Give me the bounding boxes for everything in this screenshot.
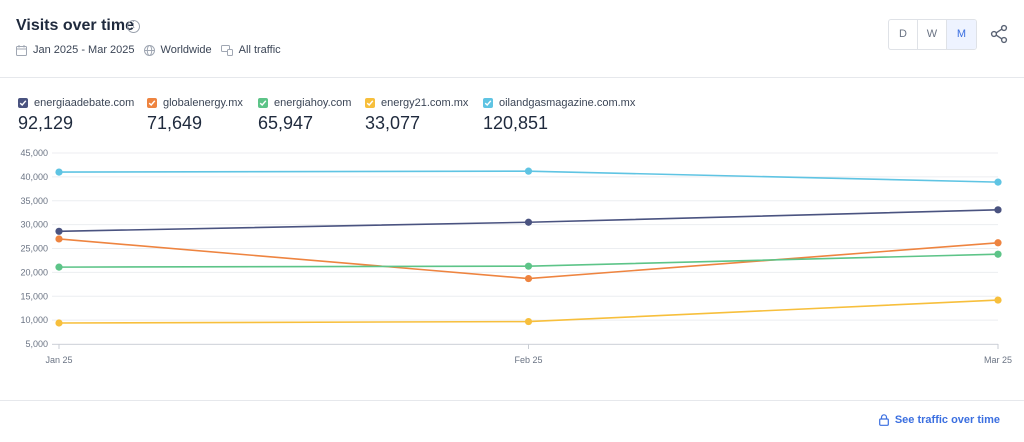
- data-point: [994, 239, 1002, 247]
- legend-site-name: energy21.com.mx: [381, 97, 469, 109]
- share-icon[interactable]: [989, 24, 1009, 44]
- y-tick-label: 10,000: [20, 315, 48, 325]
- data-point: [994, 250, 1002, 258]
- granularity-d-button[interactable]: D: [889, 20, 918, 49]
- legend-item[interactable]: energiahoy.com 65,947: [258, 96, 365, 133]
- y-tick-label: 40,000: [20, 172, 48, 182]
- granularity-w-button[interactable]: W: [918, 20, 947, 49]
- data-point: [524, 274, 533, 283]
- traffic-type: All traffic: [220, 44, 281, 56]
- legend-visits-value: 120,851: [483, 113, 549, 133]
- y-tick-label: 5,000: [25, 339, 48, 349]
- legend-site-name: energiahoy.com: [274, 97, 352, 109]
- legend-visits-value: 33,077: [365, 113, 421, 133]
- date-range-label: Jan 2025 - Mar 2025: [33, 44, 135, 56]
- legend-visits-value: 65,947: [258, 113, 314, 133]
- data-point: [524, 218, 533, 226]
- devices-icon: [220, 44, 233, 56]
- checkbox-icon[interactable]: [483, 98, 493, 108]
- see-traffic-link[interactable]: See traffic over time: [878, 414, 1000, 426]
- legend-site-name: oilandgasmagazine.com.mx: [499, 97, 636, 109]
- filters-summary: Jan 2025 - Mar 2025 Worldwide All traffi…: [16, 42, 290, 58]
- legend-site-name: energiaadebate.com: [34, 97, 135, 109]
- checkbox-icon[interactable]: [147, 98, 157, 108]
- legend-visits-value: 92,129: [18, 113, 74, 133]
- data-point: [524, 262, 533, 270]
- region-label: Worldwide: [160, 44, 212, 56]
- globe-icon: [143, 44, 155, 56]
- traffic-type-label: All traffic: [238, 44, 281, 56]
- data-point: [55, 168, 63, 176]
- info-icon[interactable]: i: [127, 20, 140, 33]
- data-point: [55, 227, 63, 235]
- see-traffic-label: See traffic over time: [894, 414, 1000, 426]
- legend-item[interactable]: energy21.com.mx 33,077: [365, 96, 483, 133]
- date-range: Jan 2025 - Mar 2025: [16, 44, 135, 56]
- y-tick-label: 25,000: [20, 244, 48, 254]
- legend-item[interactable]: oilandgasmagazine.com.mx 120,851: [483, 96, 643, 133]
- lock-icon: [878, 414, 889, 426]
- data-point: [994, 206, 1002, 214]
- y-tick-label: 35,000: [20, 196, 48, 206]
- y-tick-label: 30,000: [20, 220, 48, 230]
- y-tick-label: 15,000: [20, 291, 48, 301]
- legend-item[interactable]: globalenergy.mx 71,649: [147, 96, 258, 133]
- x-tick-label: Jan 25: [45, 355, 72, 365]
- legend-item[interactable]: energiaadebate.com 92,129: [18, 96, 147, 133]
- data-point: [994, 178, 1002, 186]
- data-point: [55, 263, 63, 271]
- data-point: [524, 317, 533, 326]
- region: Worldwide: [143, 44, 212, 56]
- chart-legend: energiaadebate.com 92,129 globalenergy.mx 7…: [18, 96, 643, 133]
- x-tick-label: Feb 25: [514, 355, 542, 365]
- chart-svg: 45,000 40,000 35,000 30,000 25,000 20,000 15,0…: [20, 148, 1012, 365]
- legend-visits-value: 71,649: [147, 113, 203, 133]
- data-point: [55, 319, 63, 327]
- checkbox-icon[interactable]: [18, 98, 28, 108]
- granularity-m-button[interactable]: M: [947, 20, 976, 49]
- card-title: Visits over time: [16, 17, 134, 34]
- legend-site-name: globalenergy.mx: [163, 97, 243, 109]
- data-point: [55, 235, 63, 243]
- y-tick-label: 45,000: [20, 148, 48, 158]
- checkbox-icon[interactable]: [365, 98, 375, 108]
- calendar-icon: [16, 44, 27, 56]
- card-footer: See traffic over time: [0, 400, 1024, 442]
- card-header: Visits over time i Jan 2025 - Mar 2025 W…: [0, 0, 1024, 78]
- checkbox-icon[interactable]: [258, 98, 268, 108]
- x-tick-label: Mar 25: [984, 355, 1012, 365]
- visits-line-chart: 45,000 40,000 35,000 30,000 25,000 20,000 15,0…: [0, 140, 1024, 372]
- data-point: [524, 167, 533, 175]
- data-point: [994, 296, 1002, 304]
- y-tick-label: 20,000: [20, 267, 48, 277]
